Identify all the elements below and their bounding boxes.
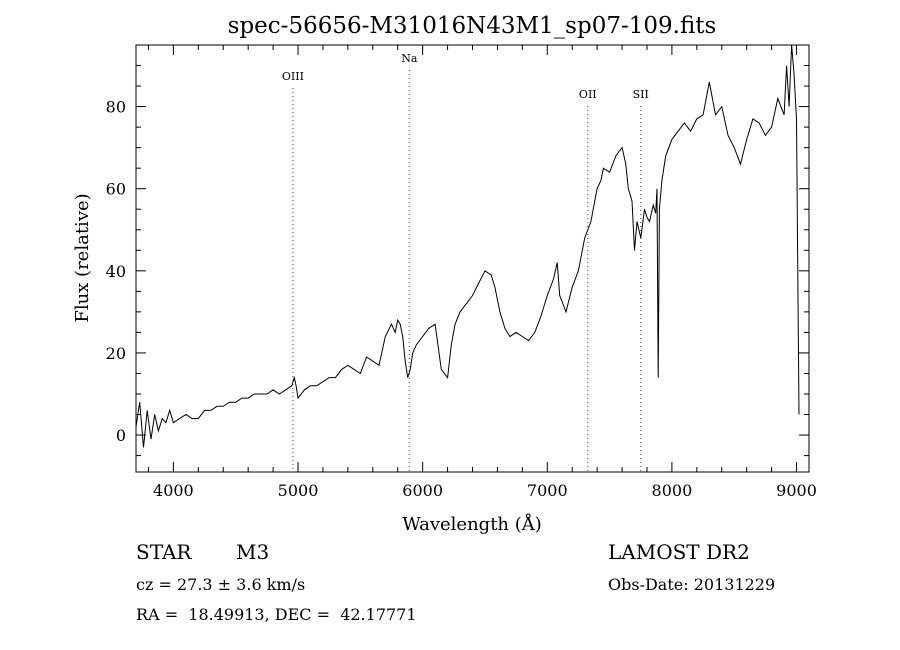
annotation-label: SII: [633, 88, 649, 101]
annotation-label: OII: [579, 88, 597, 101]
x-tick-label: 6000: [402, 481, 443, 500]
spectrum-series: [135, 44, 800, 448]
spectrum-line: [135, 44, 800, 448]
y-tick-label: 60: [106, 180, 126, 199]
y-tick-label: 0: [116, 426, 126, 445]
tick-labels: 4000 5000 6000 7000 8000 9000 0 20 40 60 80: [106, 98, 817, 500]
x-tick-label: 8000: [652, 481, 693, 500]
object-subclass: M3: [236, 540, 270, 564]
annotation-labels: OIII Na OII SII: [282, 52, 649, 101]
obs-date: Obs-Date: 20131229: [608, 575, 776, 594]
x-axis-label: Wavelength (Å): [402, 513, 542, 535]
y-tick-label: 80: [106, 98, 126, 117]
plot-frame: [135, 44, 810, 473]
y-axis-label: Flux (relative): [72, 193, 93, 322]
x-tick-label: 9000: [776, 481, 817, 500]
chart-title: spec-56656-M31016N43M1_sp07-109.fits: [228, 13, 717, 39]
object-type: STAR: [136, 540, 192, 564]
redshift-velocity: cz = 27.3 ± 3.6 km/s: [136, 575, 306, 594]
annotation-label: OIII: [282, 70, 304, 83]
x-tick-label: 4000: [153, 481, 194, 500]
annotation-label: Na: [401, 52, 418, 65]
axis-ticks: [136, 45, 809, 472]
annotation-lines: [292, 70, 642, 472]
x-tick-label: 5000: [278, 481, 319, 500]
coordinates: RA = 18.49913, DEC = 42.17771: [136, 605, 417, 624]
y-tick-label: 40: [106, 262, 126, 281]
x-tick-label: 7000: [527, 481, 568, 500]
y-tick-label: 20: [106, 344, 126, 363]
survey-name: LAMOST DR2: [608, 540, 750, 564]
